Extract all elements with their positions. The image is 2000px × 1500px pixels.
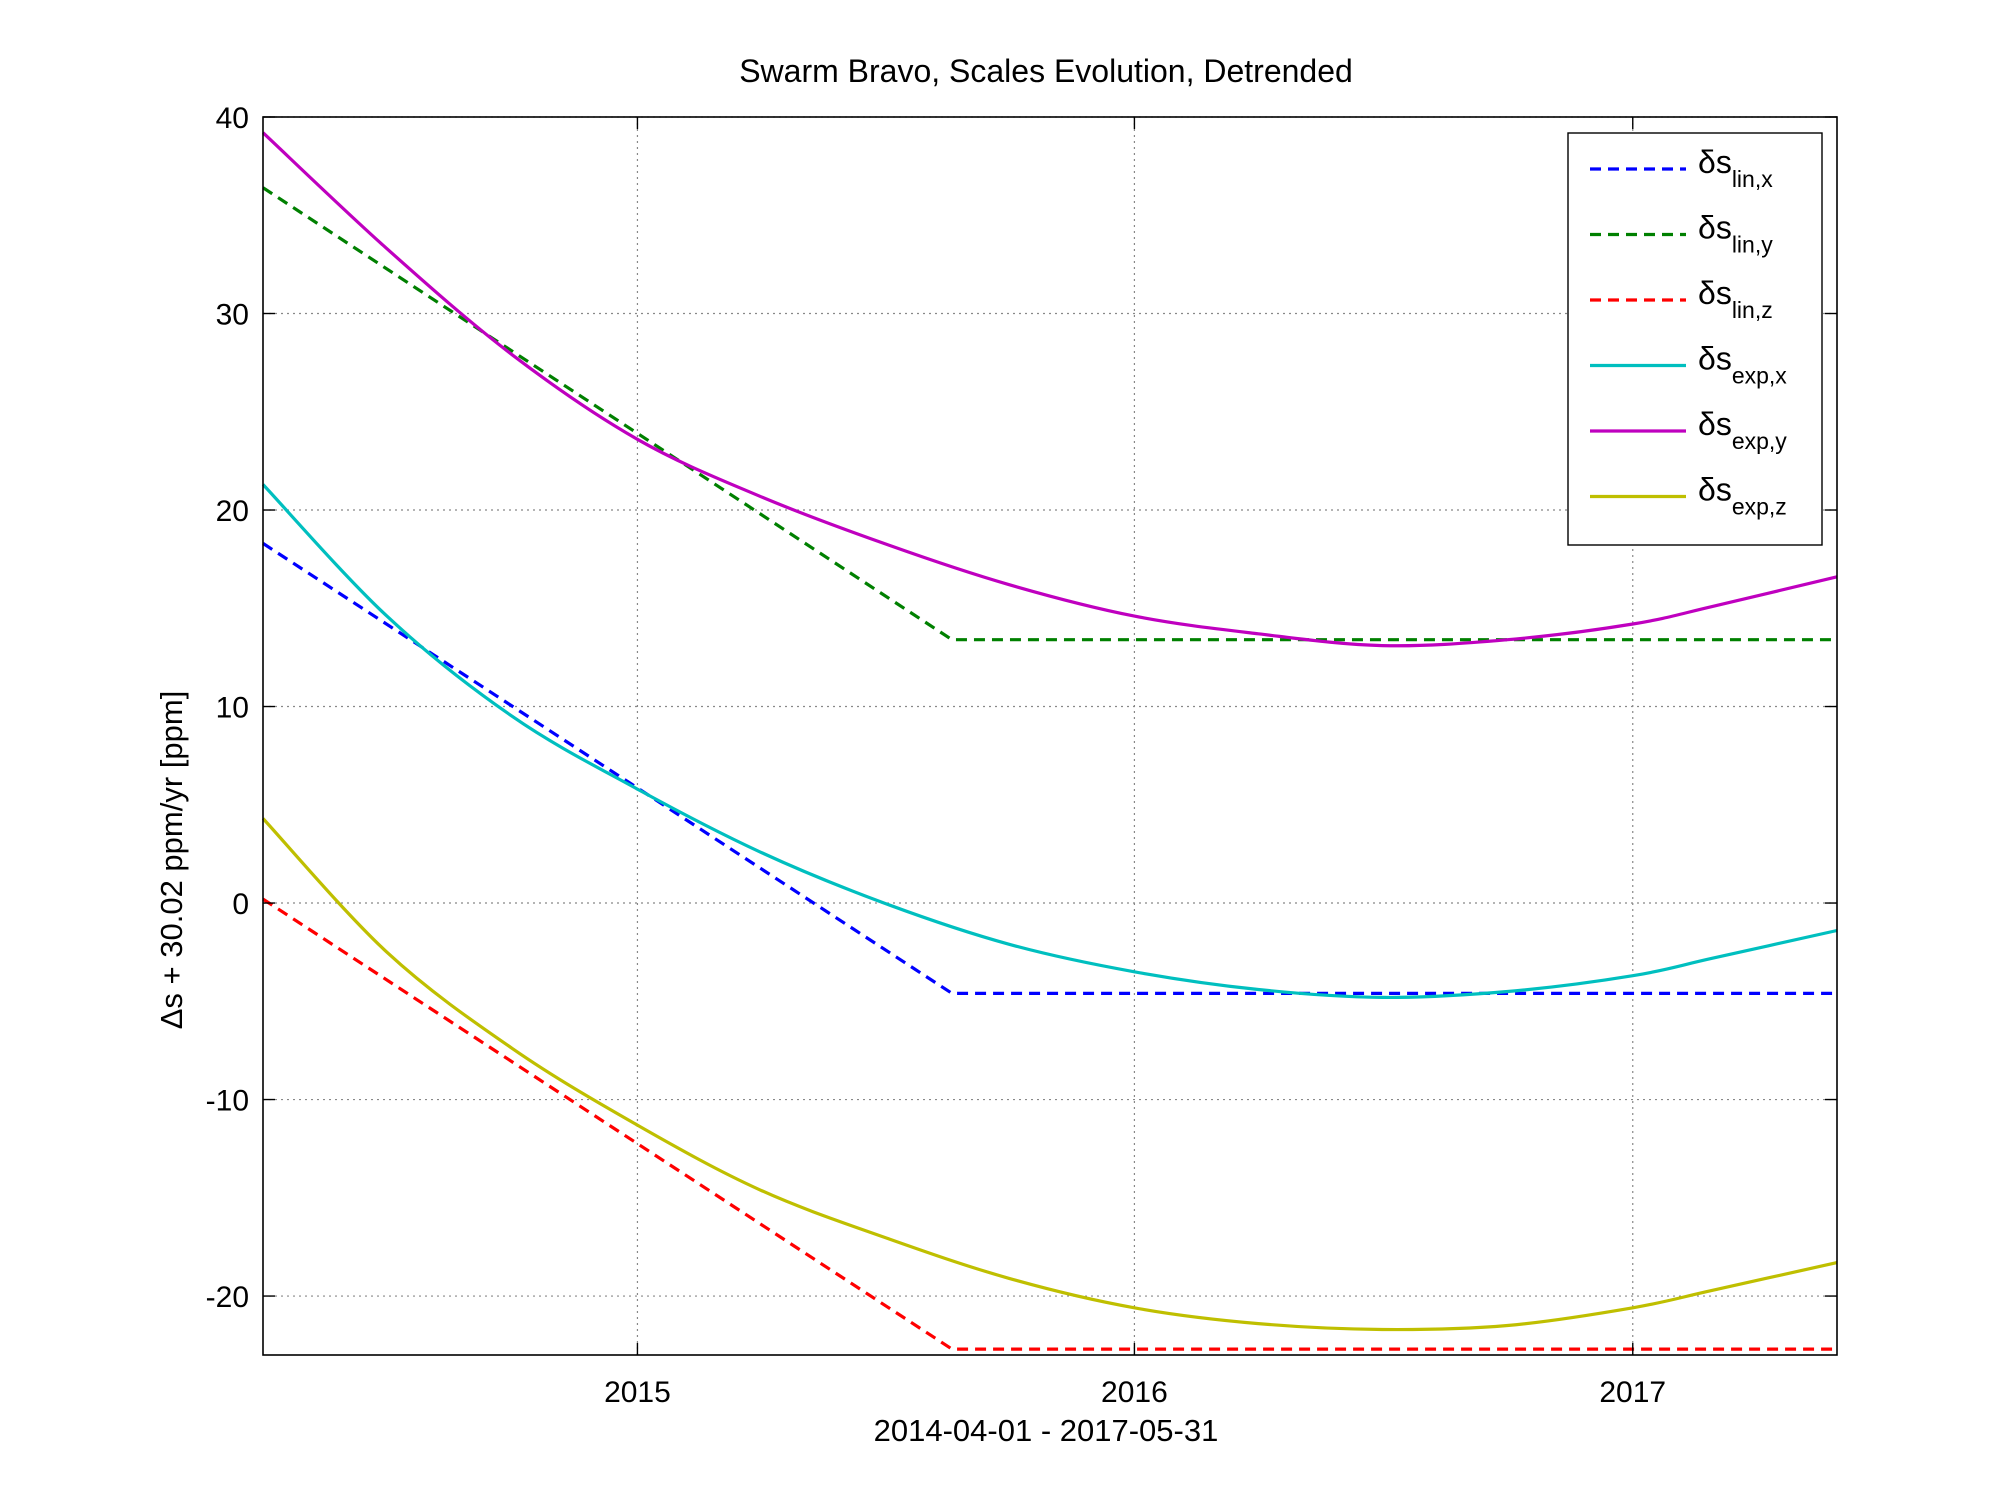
x-axis-label: 2014-04-01 - 2017-05-31 <box>874 1413 1219 1448</box>
legend-entry-subscript: exp,z <box>1732 494 1787 520</box>
legend-entry-name: δs <box>1698 210 1732 246</box>
y-tick-label: 10 <box>216 692 249 725</box>
series-line-lin-x <box>262 542 1837 995</box>
axis-ticks: 2015 2016 2017 40 30 20 10 0 -10 -20 <box>206 102 1837 1409</box>
y-axis-label: Δs + 30.02 ppm/yr [ppm] <box>154 691 189 1030</box>
legend-entry-subscript: lin,y <box>1732 232 1773 258</box>
y-tick-label: -10 <box>206 1085 249 1118</box>
y-tick-label: -20 <box>206 1281 249 1314</box>
x-tick-label: 2017 <box>1599 1376 1666 1409</box>
legend-entry-label: δsexp,x <box>1698 341 1787 389</box>
x-tick-label: 2015 <box>604 1376 671 1409</box>
legend: δslin,xδslin,yδslin,zδsexp,xδsexp,yδsexp… <box>1567 132 1823 546</box>
legend-entry-subscript: lin,x <box>1732 166 1773 192</box>
series-line-exp-z <box>261 817 1838 1332</box>
series-line-lin-z <box>262 897 1837 1351</box>
legend-entry-subscript: exp,x <box>1732 363 1787 389</box>
y-tick-label: 20 <box>216 495 249 528</box>
y-tick-label: 30 <box>216 299 249 332</box>
y-tick-label: 0 <box>232 888 249 921</box>
legend-entry-name: δs <box>1698 406 1732 442</box>
plot-area-frame <box>262 116 1838 1356</box>
legend-entry-label: δslin,x <box>1698 144 1773 192</box>
legend-entry-name: δs <box>1698 275 1732 311</box>
series-line-exp-y <box>261 131 1838 648</box>
legend-entry-subscript: exp,y <box>1732 428 1787 454</box>
legend-entry-label: δsexp,y <box>1698 406 1787 454</box>
legend-entry-subscript: lin,z <box>1732 297 1773 323</box>
y-tick-label: 40 <box>216 102 249 135</box>
series-line-exp-x <box>261 483 1838 1000</box>
legend-entry-label: δsexp,z <box>1698 472 1787 520</box>
legend-entry-label: δslin,y <box>1698 210 1773 258</box>
legend-entry-name: δs <box>1698 472 1732 508</box>
legend-entry-name: δs <box>1698 341 1732 377</box>
legend-box <box>1567 132 1823 546</box>
series-lines <box>261 131 1838 1351</box>
chart-title: Swarm Bravo, Scales Evolution, Detrended <box>739 53 1353 89</box>
legend-entry-name: δs <box>1698 144 1732 180</box>
legend-entry-label: δslin,z <box>1698 275 1773 323</box>
x-tick-label: 2016 <box>1101 1376 1168 1409</box>
